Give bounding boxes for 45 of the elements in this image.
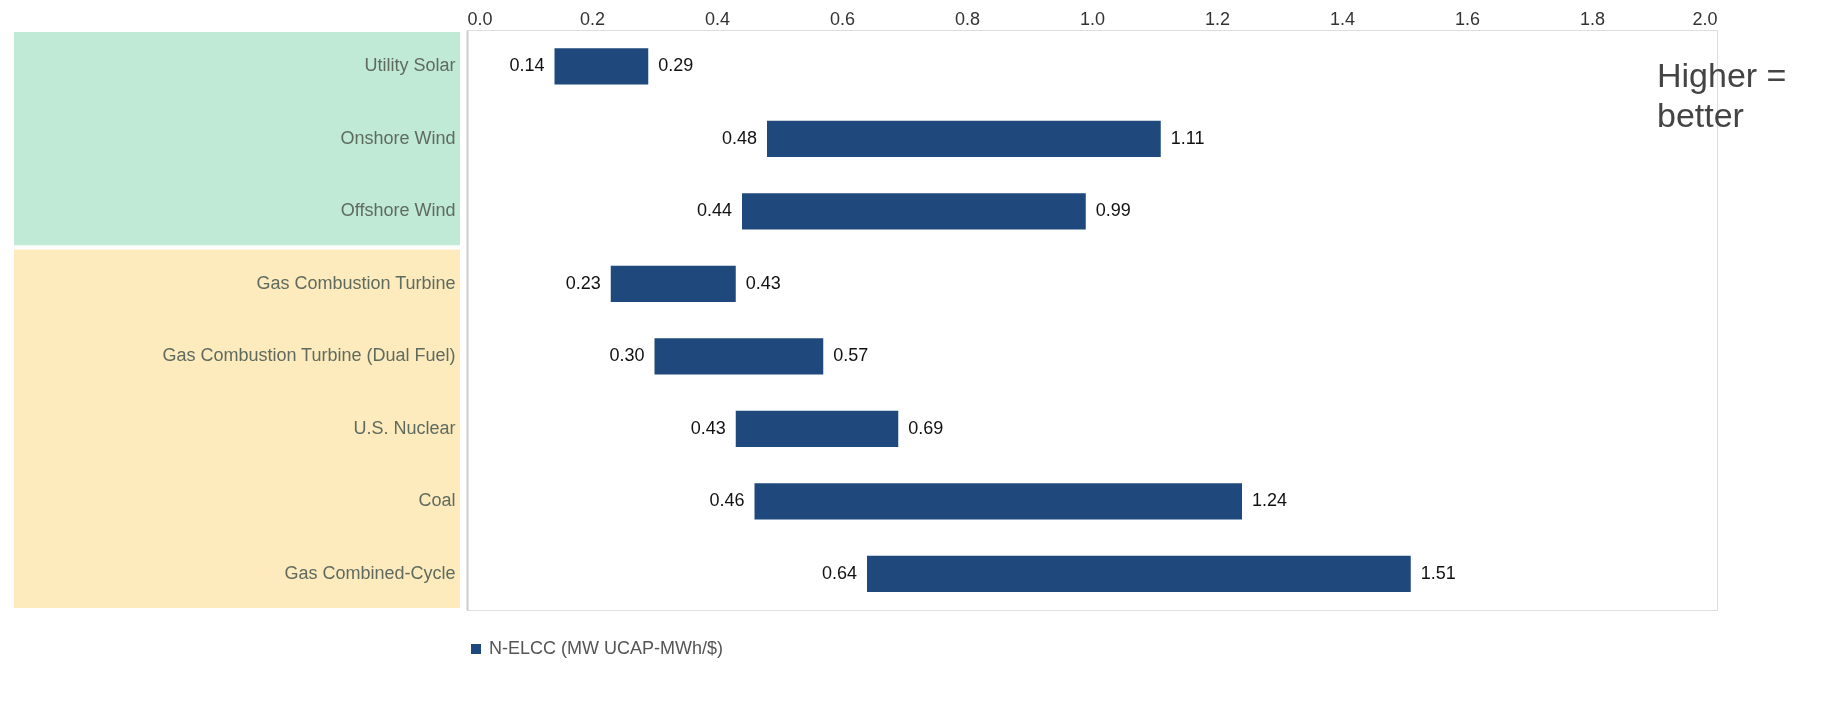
y-tick-label: Coal xyxy=(418,490,456,511)
x-tick-label: 1.4 xyxy=(1329,8,1356,29)
x-tick-label: 0.8 xyxy=(954,8,981,29)
bar xyxy=(867,555,1411,592)
annotation: 0.99 xyxy=(1095,200,1131,221)
annotation: 0.44 xyxy=(696,200,732,221)
annotation: 0.46 xyxy=(709,490,745,511)
legend-label: N-ELCC (MW UCAP-MWh/$) xyxy=(489,638,723,658)
bar xyxy=(742,193,1086,230)
annotation: 0.14 xyxy=(509,55,545,76)
annotation: 0.43 xyxy=(690,417,726,438)
annotation: 0.57 xyxy=(833,345,869,366)
bar xyxy=(554,48,649,85)
x-tick-label: 1.6 xyxy=(1454,8,1481,29)
x-tick-label: 1.8 xyxy=(1579,8,1606,29)
annotation: 0.64 xyxy=(821,562,857,583)
bar xyxy=(735,410,899,447)
bar xyxy=(767,120,1161,157)
annotation: 1.24 xyxy=(1252,490,1288,511)
x-tick-label: 2.0 xyxy=(1692,8,1718,29)
y-tick-label: Onshore Wind xyxy=(340,127,456,148)
annotation: 0.23 xyxy=(565,272,601,293)
annotation: 1.51 xyxy=(1420,562,1456,583)
x-tick-label: 1.2 xyxy=(1204,8,1231,29)
annotation: 0.69 xyxy=(908,417,944,438)
bar xyxy=(654,338,824,375)
y-tick-label: Gas Combustion Turbine xyxy=(256,272,456,293)
y-tick-label: Offshore Wind xyxy=(340,200,456,221)
annotation: 0.30 xyxy=(609,345,645,366)
bar xyxy=(754,483,1242,520)
x-tick-label: 0.4 xyxy=(704,8,731,29)
y-tick-label: Gas Combined-Cycle xyxy=(284,562,456,583)
y-tick-label: Gas Combustion Turbine (Dual Fuel) xyxy=(162,345,456,366)
y-tick-label: U.S. Nuclear xyxy=(353,417,456,438)
x-tick-label: 0.2 xyxy=(579,8,606,29)
x-tick-label: 0.6 xyxy=(829,8,856,29)
annotation: Higher = better xyxy=(1657,56,1787,134)
x-tick-label: 1.0 xyxy=(1079,8,1106,29)
annotation: 0.43 xyxy=(745,272,781,293)
x-tick-label: 0.0 xyxy=(467,8,493,29)
y-tick-label: Utility Solar xyxy=(364,55,456,76)
annotation: 0.29 xyxy=(658,55,694,76)
annotation: 1.11 xyxy=(1170,127,1205,148)
bar xyxy=(610,265,736,302)
annotation: 0.48 xyxy=(721,127,757,148)
